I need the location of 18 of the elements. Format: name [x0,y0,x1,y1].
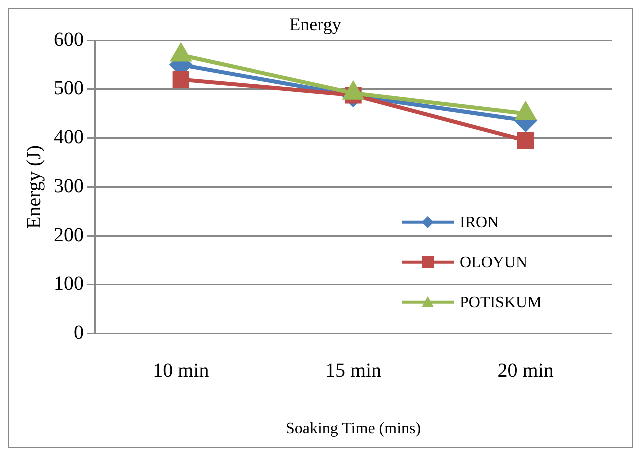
y-tick-label: 100 [54,273,84,296]
y-tick-label: 600 [54,28,84,51]
x-tick-label: 15 min [325,360,382,382]
x-tick-label: 20 min [498,360,554,382]
chart-title: Energy [290,14,342,35]
point [517,132,534,150]
y-tick-label: 500 [54,78,84,100]
y-tick-label: 300 [54,175,84,198]
x-tick-label: 10 min [153,360,210,382]
y-axis-title: Energy (J) [23,145,46,229]
y-tick-label: 200 [54,224,84,246]
legend-label: IRON [460,214,500,232]
y-tick-label: 400 [54,126,84,149]
legend-label: OLOYUN [460,254,528,272]
point [172,71,190,88]
legend-label: POTISKUM [460,294,542,312]
y-tick-label: 0 [74,322,84,344]
x-axis-title: Soaking Time (mins) [286,420,422,438]
